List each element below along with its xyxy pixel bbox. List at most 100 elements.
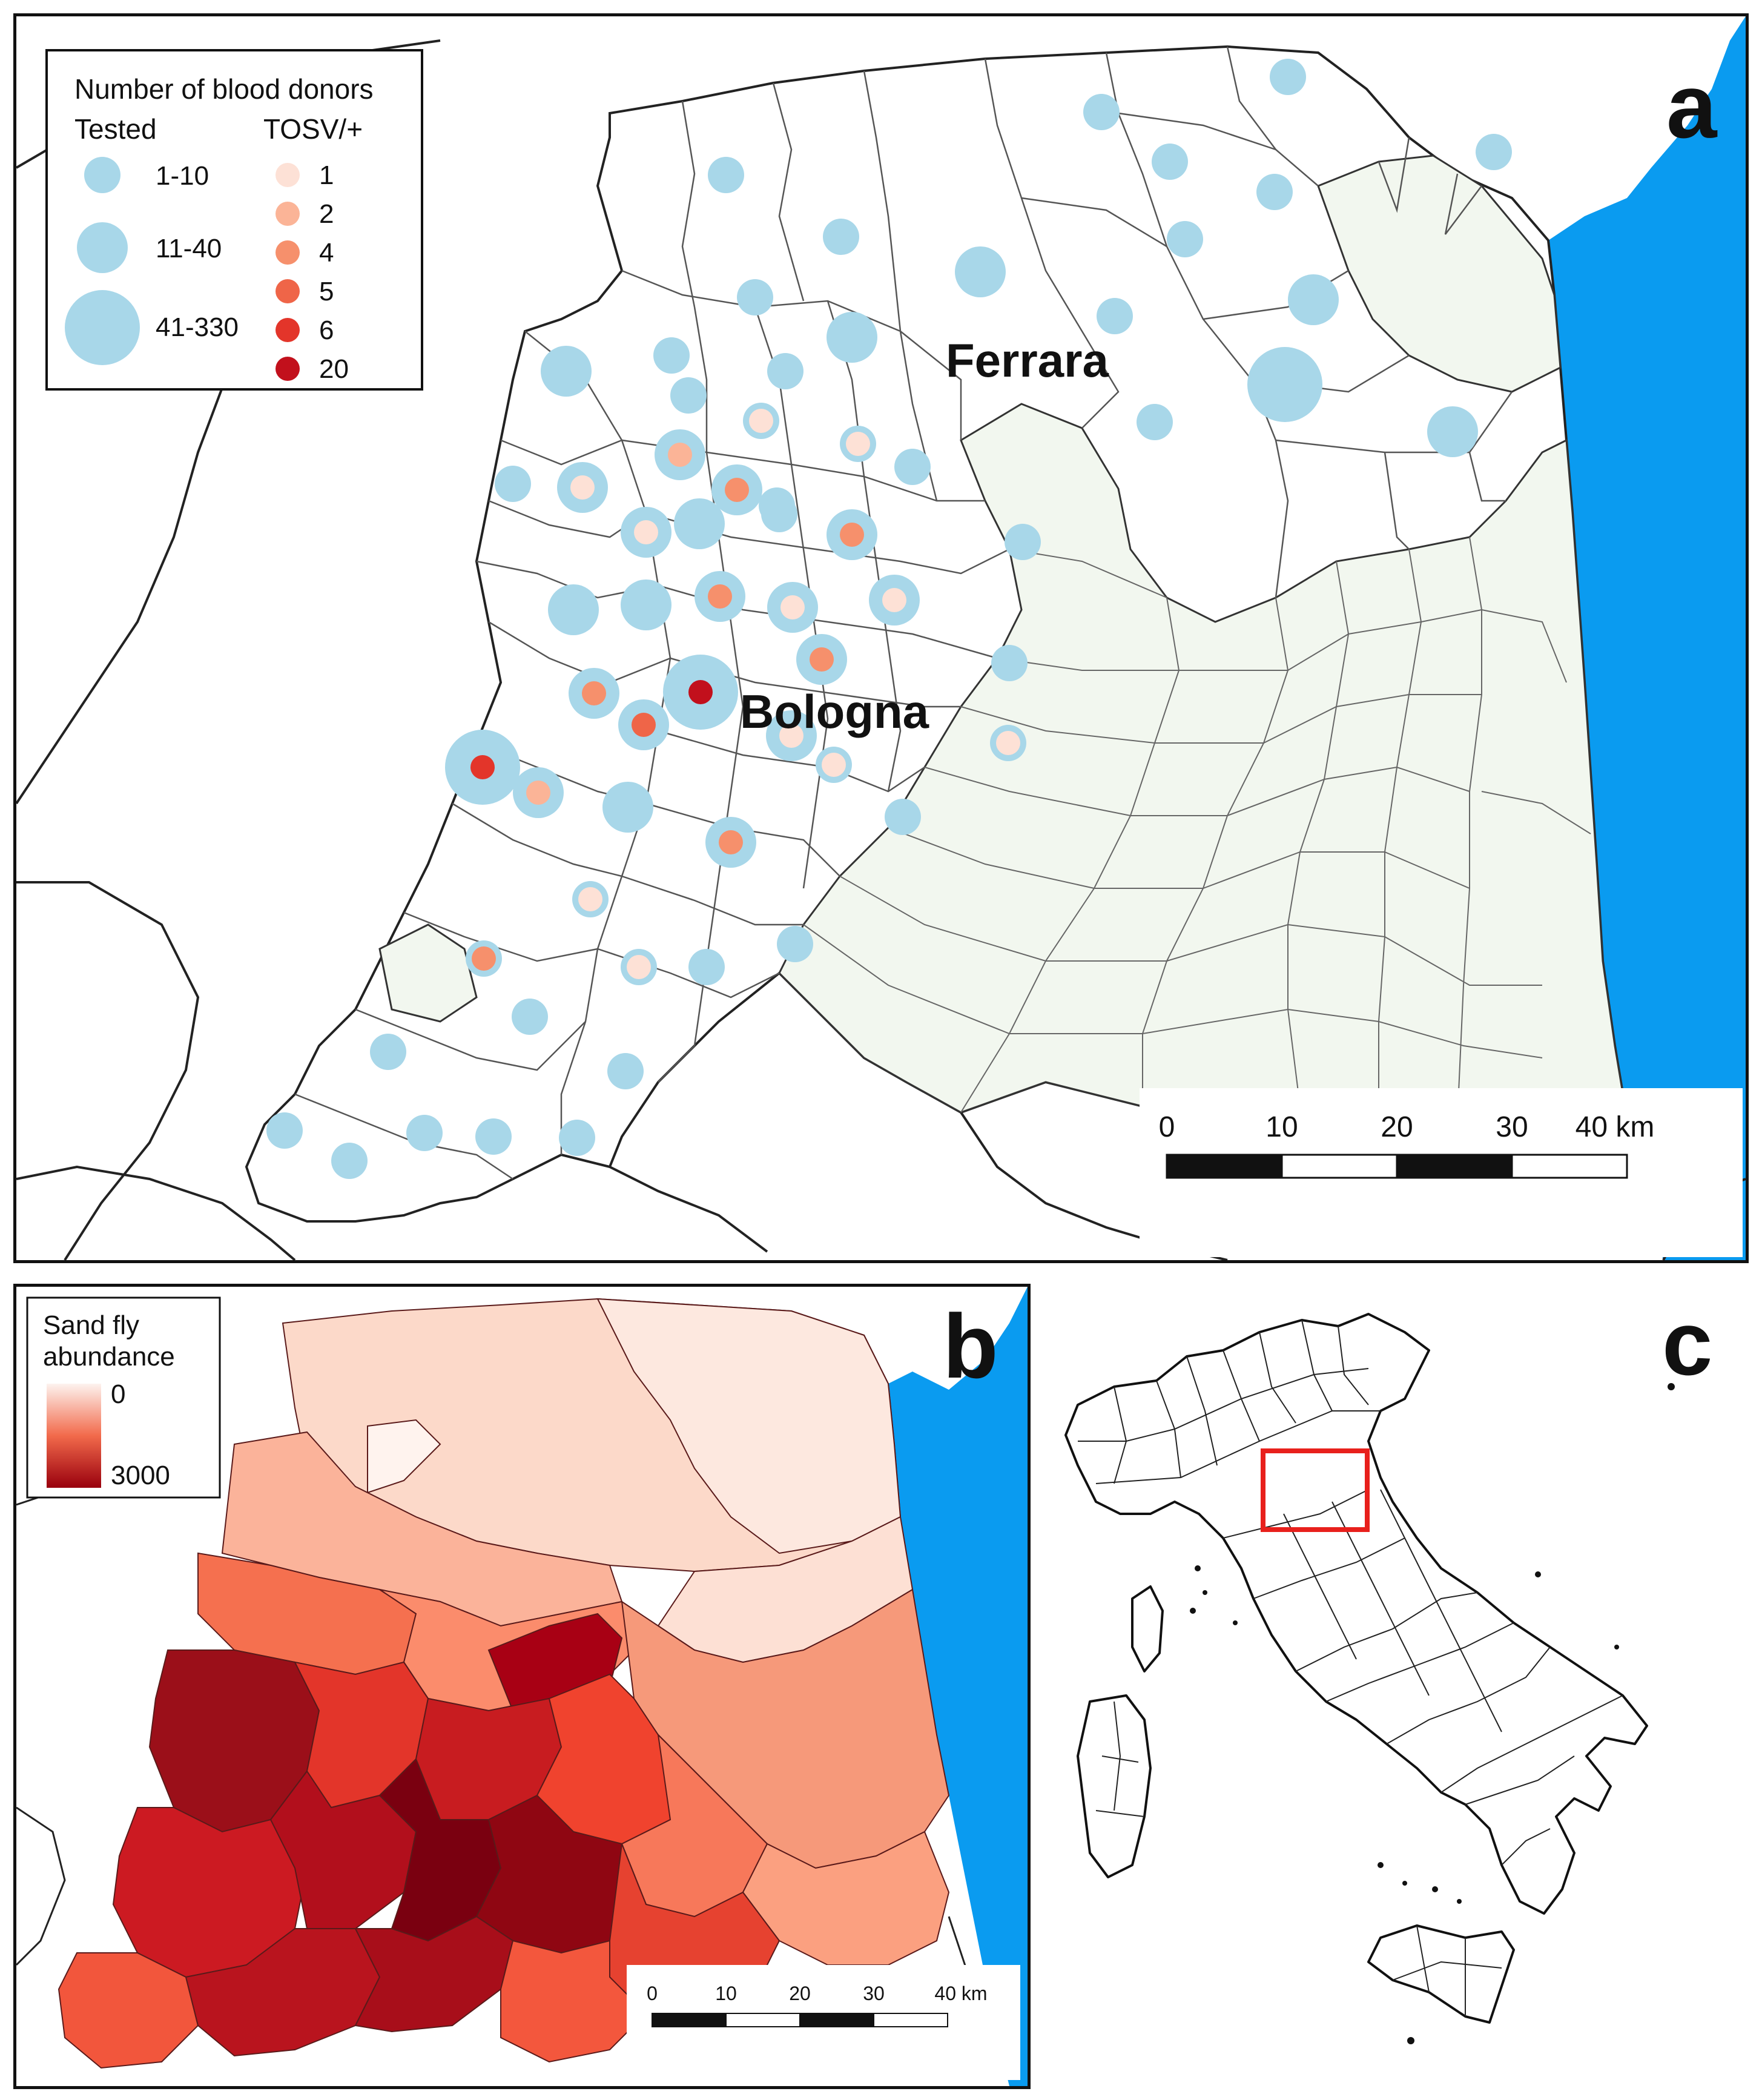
- legend-tosv-label-5: 6: [319, 315, 334, 345]
- tested-circle: [559, 1120, 595, 1156]
- legend-b: Sand fly abundance 0 3000: [26, 1296, 221, 1499]
- tested-circle: [602, 782, 653, 833]
- scalebar-b-seg-4: [873, 2013, 948, 2027]
- tosv-circle: [780, 595, 805, 619]
- tosv-circle: [627, 955, 651, 979]
- legend-tosv-swatch-3: [276, 240, 300, 265]
- tosv-circle: [582, 681, 606, 705]
- legend-a-tested-heading: Tested: [74, 113, 157, 145]
- legend-tested-label-1: 1-10: [156, 161, 209, 191]
- legend-tosv-swatch-5: [276, 318, 300, 342]
- tested-circle: [1152, 144, 1188, 180]
- map-b-svg: Sand fly abundance 0 3000 b 0 10 20 30 4…: [16, 1287, 1028, 2086]
- tested-circle: [475, 1118, 512, 1155]
- panel-label-c: c: [1662, 1292, 1712, 1394]
- italy-small-islands: [1190, 1383, 1675, 2044]
- scalebar-a-tick-3: 30: [1496, 1111, 1528, 1143]
- legend-a-title: Number of blood donors: [74, 73, 374, 105]
- scalebar-a-seg-3: [1396, 1154, 1513, 1179]
- panel-a-donor-map: Ferrara Bologna a Number of blood donors…: [13, 13, 1749, 1263]
- adriatic-sea-b: [888, 1287, 1028, 2086]
- tested-circle: [1247, 347, 1322, 422]
- scalebar-b: 0 10 20 30 40 km: [627, 1965, 1020, 2080]
- scalebar-a-tick-1: 10: [1265, 1111, 1298, 1143]
- legend-b-title-2: abundance: [43, 1342, 175, 1372]
- legend-tosv-label-2: 2: [319, 199, 334, 229]
- tested-circle: [1476, 134, 1512, 170]
- tosv-circle: [725, 478, 749, 502]
- legend-tested-swatch-2: [77, 222, 128, 273]
- tested-circle: [1097, 298, 1133, 334]
- panel-label-b: b: [943, 1295, 998, 1397]
- tosv-circle: [472, 946, 496, 971]
- scalebar-b-tick-2: 20: [789, 1983, 811, 2004]
- city-label-ferrara: Ferrara: [946, 334, 1109, 387]
- scalebar-a-tick-0: 0: [1159, 1111, 1175, 1143]
- scalebar-b-tick-4: 40 km: [934, 1983, 987, 2004]
- tested-circle: [495, 466, 531, 502]
- legend-tosv-label-6: 20: [319, 354, 349, 384]
- tosv-circle: [882, 588, 906, 612]
- tosv-circle: [779, 724, 803, 748]
- legend-tosv-swatch-4: [276, 279, 300, 303]
- municipal-borders-lowland: [803, 537, 1591, 1119]
- tosv-circle: [846, 432, 870, 456]
- tosv-circle: [749, 409, 773, 433]
- legend-tested-swatch-3: [65, 290, 140, 365]
- tested-circle: [1083, 94, 1120, 130]
- tested-circle: [370, 1034, 406, 1070]
- legend-tosv-label-3: 4: [319, 238, 334, 268]
- tosv-circle: [996, 731, 1020, 755]
- tested-circle: [541, 346, 592, 397]
- tested-circle: [670, 377, 707, 414]
- tosv-circle: [688, 680, 713, 704]
- tested-circle: [823, 219, 859, 255]
- panel-label-a: a: [1666, 55, 1718, 157]
- tested-circle: [955, 246, 1006, 297]
- map-c-svg: c: [1064, 1292, 1712, 2044]
- tested-circle: [885, 799, 921, 835]
- lowland-area-northeast: [1317, 154, 1562, 393]
- tested-circle: [894, 449, 931, 485]
- tested-circle: [548, 584, 599, 635]
- legend-tosv-label-4: 5: [319, 277, 334, 306]
- scalebar-a-tick-4: 40 km: [1576, 1111, 1655, 1143]
- adriatic-sea: [1548, 16, 1746, 1260]
- panel-b-sandfly-map: Sand fly abundance 0 3000 b 0 10 20 30 4…: [13, 1284, 1031, 2089]
- legend-b-max: 3000: [111, 1461, 170, 1490]
- scalebar-b-tick-1: 10: [715, 1983, 737, 2004]
- tested-circle: [688, 949, 725, 985]
- tosv-circle: [526, 781, 550, 805]
- tested-circle: [674, 498, 725, 549]
- tested-circle: [1167, 221, 1203, 257]
- tested-circle: [607, 1053, 644, 1089]
- tosv-circle: [840, 523, 864, 547]
- scalebar-b-tick-0: 0: [647, 1983, 658, 2004]
- tested-circle: [991, 645, 1028, 681]
- legend-tested-swatch-1: [84, 157, 120, 193]
- tested-circle: [1270, 59, 1306, 95]
- italy-outline: [1064, 1313, 1648, 2024]
- legend-tosv-label-1: 1: [319, 160, 334, 190]
- lowland-area-west: [378, 923, 478, 1023]
- study-area-inset-box: [1261, 1448, 1370, 1532]
- tested-circle: [653, 337, 690, 374]
- tested-circle: [1288, 274, 1339, 325]
- legend-a: Number of blood donors Tested TOSV/+ 1-1…: [45, 49, 423, 391]
- outer-boundary-south: [16, 1111, 1746, 1260]
- italy-province-borders: [1078, 1319, 1623, 2016]
- tested-circle: [1137, 404, 1173, 440]
- tosv-circle: [634, 520, 658, 544]
- tested-circle: [266, 1112, 303, 1149]
- tosv-circle: [822, 753, 846, 777]
- legend-b-title-1: Sand fly: [43, 1310, 139, 1340]
- legend-tosv-swatch-1: [276, 163, 300, 187]
- scalebar-a-tick-2: 20: [1381, 1111, 1413, 1143]
- tested-circle: [777, 926, 813, 962]
- tosv-circle: [470, 755, 495, 779]
- scalebar-b-seg-2: [725, 2013, 800, 2027]
- tosv-circle: [632, 713, 656, 737]
- tested-circle: [406, 1115, 443, 1151]
- tested-circle: [1427, 406, 1478, 457]
- legend-tosv-swatch-6: [276, 357, 300, 381]
